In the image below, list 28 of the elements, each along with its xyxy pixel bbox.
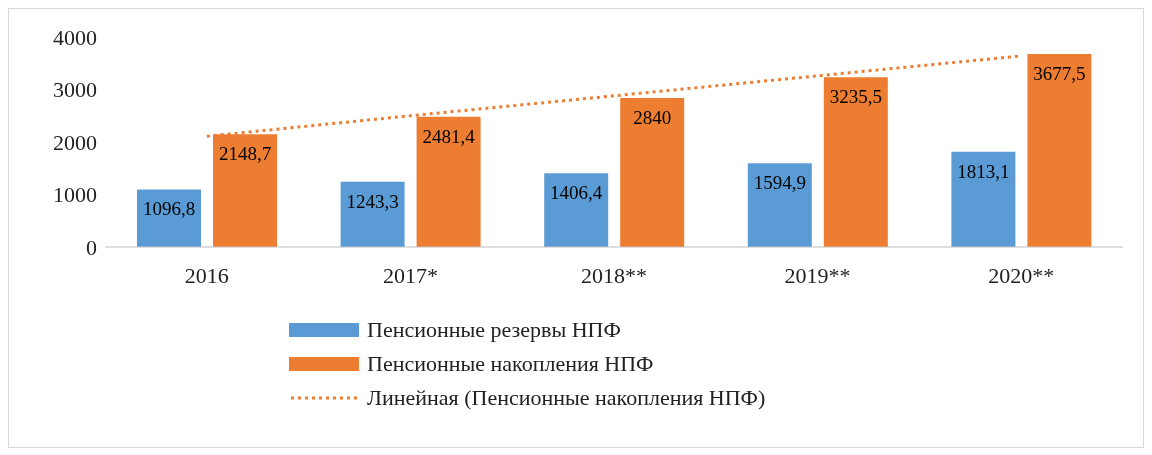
data-label: 1406,4 (550, 182, 603, 204)
x-tick-label: 2017* (382, 262, 438, 288)
data-label: 2840 (633, 106, 672, 128)
x-tick-label: 2020** (988, 262, 1055, 288)
data-label: 2481,4 (422, 125, 476, 147)
bar (1027, 53, 1092, 247)
data-label: 1594,9 (753, 172, 806, 194)
legend-label: Пенсионные накопления НПФ (367, 351, 654, 377)
data-label: 3677,5 (1033, 62, 1086, 84)
y-tick-label: 3000 (53, 77, 97, 103)
bar (951, 151, 1016, 247)
data-label: 1813,1 (957, 160, 1010, 182)
x-tick-label: 2018** (581, 262, 647, 288)
data-label: 2148,7 (218, 143, 272, 165)
legend-label: Пенсионные резервы НПФ (367, 317, 621, 343)
y-tick-label: 4000 (53, 24, 97, 50)
data-label: 3235,5 (829, 86, 882, 108)
data-label: 1096,8 (142, 198, 196, 220)
bar (544, 173, 609, 247)
y-tick-label: 2000 (53, 129, 97, 155)
x-tick-label: 2019** (784, 262, 851, 288)
x-tick-label: 2016 (184, 262, 229, 288)
data-label: 1243,3 (346, 190, 399, 212)
legend-label: Линейная (Пенсионные накопления НПФ) (367, 385, 766, 411)
y-tick-label: 1000 (53, 182, 97, 208)
y-tick-label: 0 (86, 234, 97, 260)
bar (340, 181, 405, 247)
bar (747, 163, 812, 247)
